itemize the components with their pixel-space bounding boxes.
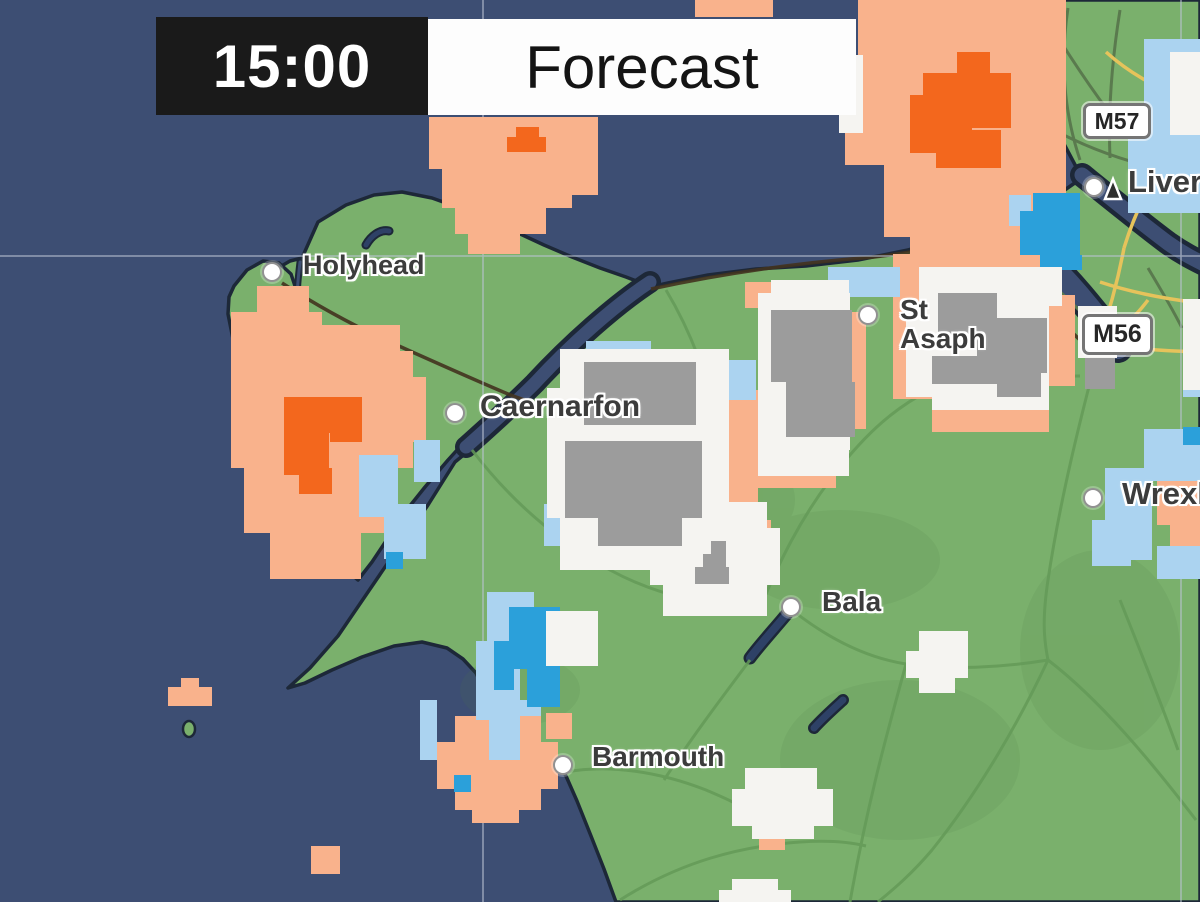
place-label-st-asaph: St Asaph <box>900 294 986 354</box>
mersey-estuary <box>1074 167 1200 271</box>
trawsfynydd-lake <box>810 696 847 732</box>
bardsey-island <box>181 719 197 739</box>
forecast-mode-chip[interactable]: Forecast <box>428 19 856 115</box>
marker-wrexham <box>1083 488 1103 508</box>
place-label-wrexham: Wrexham <box>1122 476 1200 511</box>
road-badge-m57: M57 <box>1083 103 1151 139</box>
road-badge-m56: M56 <box>1082 314 1153 355</box>
marker-bala <box>781 597 801 617</box>
place-label-holyhead: Holyhead <box>303 250 425 280</box>
llyn-alaw <box>363 228 392 248</box>
place-label-caernarfon: Caernarfon <box>480 390 641 423</box>
marker-holyhead <box>262 262 282 282</box>
marker-st-asaph <box>858 305 878 325</box>
weather-layer-thick-cloud <box>565 293 1115 584</box>
marker-liverpool <box>1084 177 1104 197</box>
menai-strait <box>459 275 657 454</box>
marker-barmouth <box>553 755 573 775</box>
time-chip[interactable]: 15:00 <box>156 17 428 115</box>
place-label-liverpool: Liverpool <box>1128 164 1200 199</box>
place-label-barmouth: Barmouth <box>592 741 725 772</box>
marker-caernarfon <box>445 403 465 423</box>
place-label-bala: Bala <box>822 586 882 617</box>
liverpool-label-icon <box>1103 175 1123 201</box>
weather-layer-sunny <box>284 52 1011 494</box>
